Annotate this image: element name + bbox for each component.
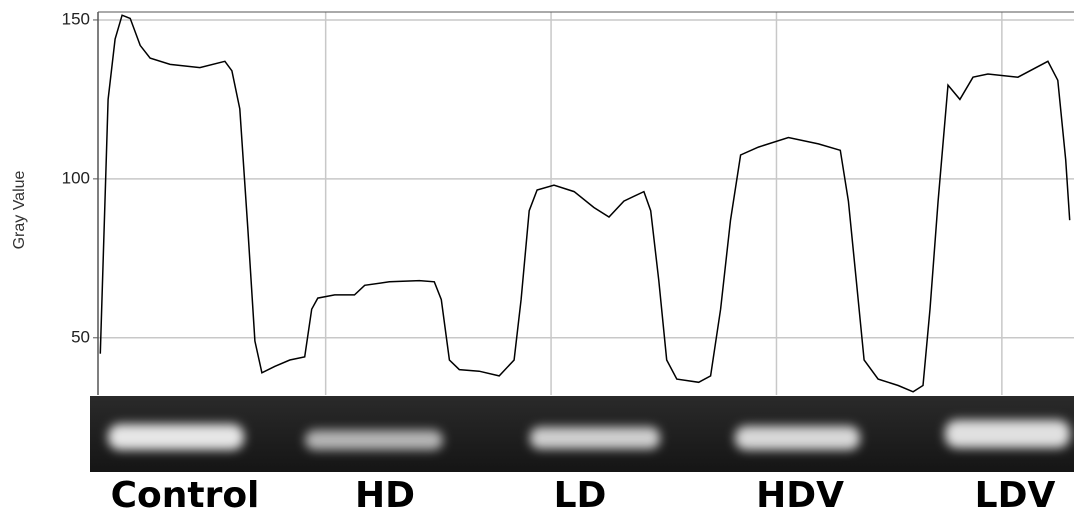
gel-band — [735, 426, 860, 450]
lane-label: HDV — [756, 475, 844, 516]
y-axis-title: Gray Value — [11, 170, 28, 249]
lane-label: Control — [111, 475, 260, 516]
y-tick-label: 150 — [62, 9, 90, 28]
lane-label: HD — [355, 475, 415, 516]
y-tick-label: 50 — [71, 327, 90, 346]
lane-label: LD — [554, 475, 607, 516]
gel-band — [945, 420, 1070, 448]
gel-band — [108, 424, 244, 450]
gel-band — [530, 427, 660, 449]
y-tick-label: 100 — [62, 168, 90, 187]
chart: Gray Value 50 100 150 Control HD LD HDV LDV — [0, 0, 1074, 517]
lane-label: LDV — [975, 475, 1056, 516]
gel-band — [305, 430, 443, 450]
